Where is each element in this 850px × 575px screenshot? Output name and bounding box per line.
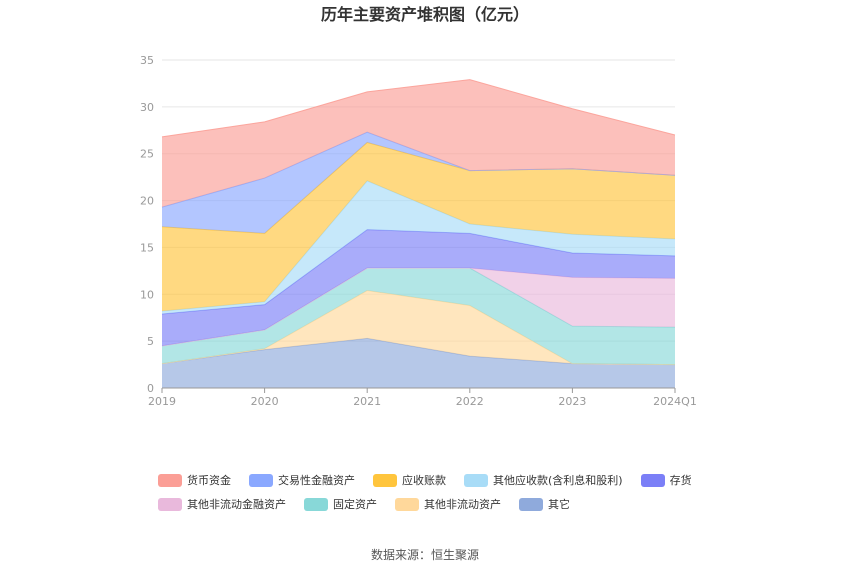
y-tick-label: 20 — [140, 195, 154, 208]
area-series-8 — [162, 79, 675, 208]
area-series-6 — [162, 142, 675, 312]
legend-swatch — [640, 473, 665, 487]
legend-label: 货币资金 — [187, 474, 231, 487]
legend-item[interactable]: 其它 — [519, 496, 570, 512]
legend: 货币资金 交易性金融资产 应收账款 其他应收款(含利息和股利) 存货 其他非流动金融资产… — [150, 472, 750, 520]
chart-title: 历年主要资产堆积图（亿元） — [321, 5, 529, 24]
legend-row-1: 货币资金 交易性金融资产 应收账款 其他应收款(含利息和股利) 存货 — [150, 472, 750, 496]
y-tick-label: 10 — [140, 288, 154, 301]
legend-swatch — [304, 497, 328, 511]
legend-row-2: 其他非流动金融资产 固定资产 其他非流动资产 其它 — [150, 496, 750, 520]
legend-item[interactable]: 其他应收款(含利息和股利) — [464, 472, 623, 488]
legend-label: 其它 — [548, 498, 570, 511]
x-tick-label: 2021 — [353, 395, 381, 408]
x-tick-label: 2019 — [148, 395, 176, 408]
legend-item[interactable]: 固定资产 — [304, 496, 377, 512]
y-tick-label: 0 — [147, 382, 154, 395]
legend-swatch — [464, 473, 488, 487]
x-tick-label: 2022 — [456, 395, 484, 408]
legend-label: 交易性金融资产 — [278, 474, 355, 487]
legend-label: 其他非流动资产 — [424, 498, 501, 511]
area-series-1 — [162, 290, 675, 365]
legend-item[interactable]: 其他非流动金融资产 — [158, 496, 286, 512]
legend-label: 其他非流动金融资产 — [187, 498, 286, 511]
y-tick-label: 25 — [140, 148, 154, 161]
legend-item[interactable]: 其他非流动资产 — [395, 496, 501, 512]
area-series-4 — [162, 229, 675, 346]
legend-item[interactable]: 货币资金 — [158, 472, 231, 488]
area-series-0 — [162, 338, 675, 388]
legend-swatch — [395, 497, 419, 511]
legend-swatch — [519, 497, 543, 511]
y-tick-label: 35 — [140, 54, 154, 67]
legend-item[interactable]: 应收账款 — [373, 472, 446, 488]
x-tick-label: 2023 — [558, 395, 586, 408]
area-series-7 — [162, 132, 675, 234]
data-source: 数据来源：恒生聚源 — [370, 548, 479, 562]
area-series-2 — [162, 268, 675, 365]
legend-item[interactable]: 交易性金融资产 — [249, 472, 355, 488]
legend-swatch — [249, 473, 273, 487]
axis-layer: 0 5 10 15 20 25 30 35 2019 2020 2021 2022 2023 2024Q1 — [140, 54, 697, 408]
x-tick-label: 2024Q1 — [653, 395, 697, 408]
legend-swatch — [158, 473, 182, 487]
area-layer — [161, 79, 676, 388]
legend-item[interactable]: 存货 — [640, 472, 692, 488]
area-line-series-8 — [161, 79, 676, 138]
legend-swatch — [158, 497, 182, 511]
y-tick-label: 15 — [140, 241, 154, 254]
x-tick-label: 2020 — [251, 395, 279, 408]
legend-label: 固定资产 — [333, 498, 377, 511]
area-series-5 — [162, 180, 675, 314]
legend-label: 存货 — [669, 474, 692, 487]
legend-label: 应收账款 — [402, 474, 446, 487]
y-tick-label: 5 — [147, 335, 154, 348]
legend-label: 其他应收款(含利息和股利) — [493, 474, 623, 487]
legend-swatch — [373, 473, 397, 487]
y-tick-label: 30 — [140, 101, 154, 114]
area-series-3 — [162, 268, 675, 346]
